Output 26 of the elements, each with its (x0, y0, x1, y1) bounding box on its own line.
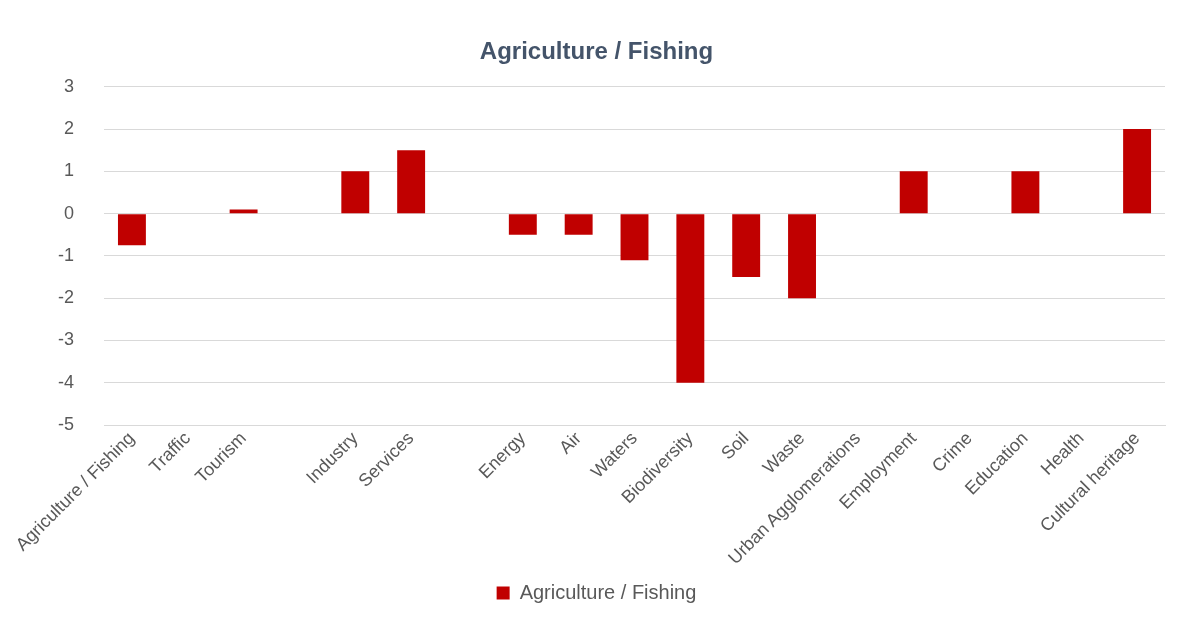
y-tick-label: 2 (63, 118, 74, 139)
y-tick-label: -1 (57, 244, 74, 265)
y-tick-label: 0 (63, 202, 74, 223)
legend-label: Agriculture / Fishing (519, 580, 697, 603)
bar (732, 214, 761, 278)
y-tick-label: -3 (57, 329, 74, 350)
bar (620, 214, 649, 261)
bar (397, 150, 426, 214)
bar (676, 214, 705, 383)
bar (1123, 129, 1152, 214)
x-tick-label: Soil (717, 427, 753, 464)
x-tick-label: Air (555, 427, 586, 458)
y-tick-label: 1 (63, 160, 74, 181)
y-tick-label: -2 (57, 287, 74, 308)
chart-title: Agriculture / Fishing (479, 37, 714, 65)
bar (788, 214, 816, 299)
y-tick-label: -4 (57, 371, 74, 392)
bar (341, 171, 370, 214)
bar (1011, 171, 1040, 214)
y-tick-label: -5 (57, 414, 74, 435)
bar (229, 209, 258, 214)
bar (508, 214, 537, 235)
bar (564, 214, 593, 235)
bar (899, 171, 928, 214)
y-tick-label: 3 (63, 75, 74, 96)
bar (117, 214, 146, 246)
